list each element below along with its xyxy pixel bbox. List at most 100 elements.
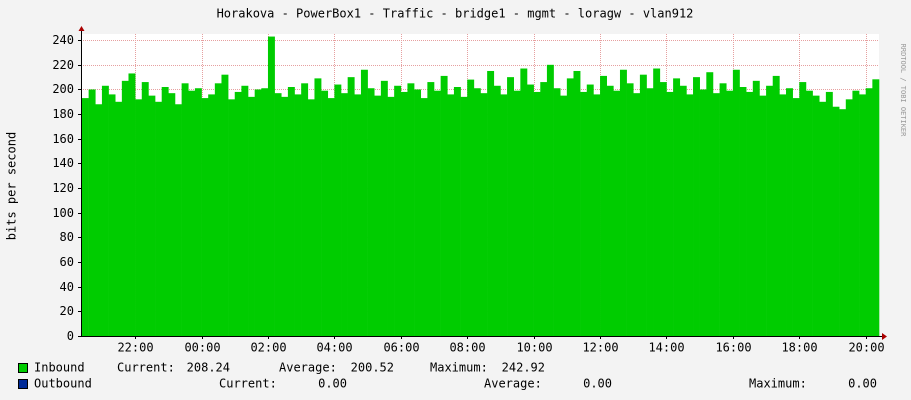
area-segment <box>573 70 581 337</box>
axis-arrow <box>882 333 887 340</box>
area-segment <box>845 99 853 336</box>
area-segment <box>699 89 707 336</box>
side-text: RRDTOOL / TOBI OETIKER <box>899 44 907 138</box>
area-segment <box>281 96 289 337</box>
area-segment <box>825 91 833 336</box>
legend-stat-name: Maximum: <box>749 377 807 391</box>
area-segment <box>427 82 435 336</box>
area-segment <box>759 95 767 336</box>
y-tick-label: 0 <box>67 329 74 343</box>
area-segment <box>779 94 787 337</box>
area-segment <box>414 89 422 336</box>
area-segment <box>434 90 441 336</box>
area-segment <box>121 80 129 336</box>
area-segment <box>673 78 681 336</box>
y-tick-label: 160 <box>52 132 74 146</box>
area-segment <box>792 98 800 336</box>
area-segment <box>274 93 282 336</box>
area-segment <box>168 93 176 336</box>
area-segment <box>201 98 209 336</box>
area-segment <box>287 87 295 336</box>
area-segment <box>646 88 654 337</box>
area-segment <box>766 85 774 337</box>
area-segment <box>228 99 236 336</box>
area-segment <box>812 95 820 336</box>
legend-stat-name: Current: <box>117 361 175 375</box>
area-segment <box>693 77 700 337</box>
legend-label: Inbound <box>34 361 85 375</box>
area-segment <box>772 75 780 336</box>
area-segment <box>507 77 515 337</box>
area-segment <box>580 91 588 336</box>
area-segment <box>394 85 402 337</box>
area-segment <box>865 88 873 337</box>
area-segment <box>108 94 116 337</box>
legend-stat-name: Average: <box>279 361 337 375</box>
area-segment <box>526 84 534 336</box>
area-segment <box>135 99 143 336</box>
legend-stat-name: Current: <box>219 377 277 391</box>
x-tick-label: 12:00 <box>582 341 618 355</box>
area-segment <box>148 95 156 336</box>
legend-stat-name: Maximum: <box>430 361 488 375</box>
x-tick-label: 04:00 <box>316 341 352 355</box>
area-segment <box>659 82 667 336</box>
y-tick-label: 20 <box>60 304 74 318</box>
area-segment <box>686 94 694 337</box>
area-segment <box>314 78 322 336</box>
area-segment <box>188 90 196 336</box>
area-segment <box>267 36 275 337</box>
y-tick-label: 180 <box>52 107 74 121</box>
area-segment <box>500 94 508 337</box>
legend-swatch <box>18 363 28 373</box>
area-segment <box>819 101 827 336</box>
area-segment <box>639 74 647 336</box>
area-segment <box>606 85 614 337</box>
area-segment <box>307 99 315 336</box>
area-segment <box>726 90 734 336</box>
area-segment <box>367 88 375 337</box>
area-segment <box>839 109 847 336</box>
x-tick-label: 08:00 <box>449 341 485 355</box>
x-tick-label: 18:00 <box>781 341 817 355</box>
y-tick-label: 240 <box>52 33 74 47</box>
area-segment <box>221 74 229 336</box>
area-segment <box>480 93 488 336</box>
area-segment <box>553 88 561 337</box>
area-segment <box>719 83 727 336</box>
x-tick-label: 20:00 <box>848 341 884 355</box>
area-segment <box>181 83 189 336</box>
area-segment <box>360 69 368 336</box>
area-segment <box>447 94 455 337</box>
area-segment <box>467 79 475 337</box>
area-segment <box>786 88 793 337</box>
y-tick-label: 120 <box>52 181 74 195</box>
area-segment <box>633 93 641 336</box>
legend-label: Outbound <box>34 377 92 391</box>
legend-stat-value: 242.92 <box>502 361 545 375</box>
area-segment <box>214 83 222 336</box>
area-segment <box>334 84 342 336</box>
area-segment <box>248 96 255 337</box>
area-segment <box>241 85 249 337</box>
legend-stat-value: 0.00 <box>583 377 612 391</box>
y-tick-label: 200 <box>52 82 74 96</box>
area-segment <box>194 88 202 337</box>
area-segment <box>487 70 495 337</box>
x-tick-label: 10:00 <box>516 341 552 355</box>
y-tick-label: 60 <box>60 255 74 269</box>
area-segment <box>354 94 362 337</box>
area-segment <box>254 89 262 336</box>
area-segment <box>174 104 182 336</box>
area-segment <box>420 98 428 336</box>
legend-stat-name: Average: <box>484 377 542 391</box>
area-segment <box>712 93 720 336</box>
area-segment <box>679 85 687 337</box>
area-segment <box>493 85 501 337</box>
y-tick-label: 80 <box>60 230 74 244</box>
area-segment <box>234 91 242 336</box>
x-tick-label: 22:00 <box>117 341 153 355</box>
legend-stat-value: 208.24 <box>187 361 230 375</box>
area-segment <box>161 87 169 336</box>
